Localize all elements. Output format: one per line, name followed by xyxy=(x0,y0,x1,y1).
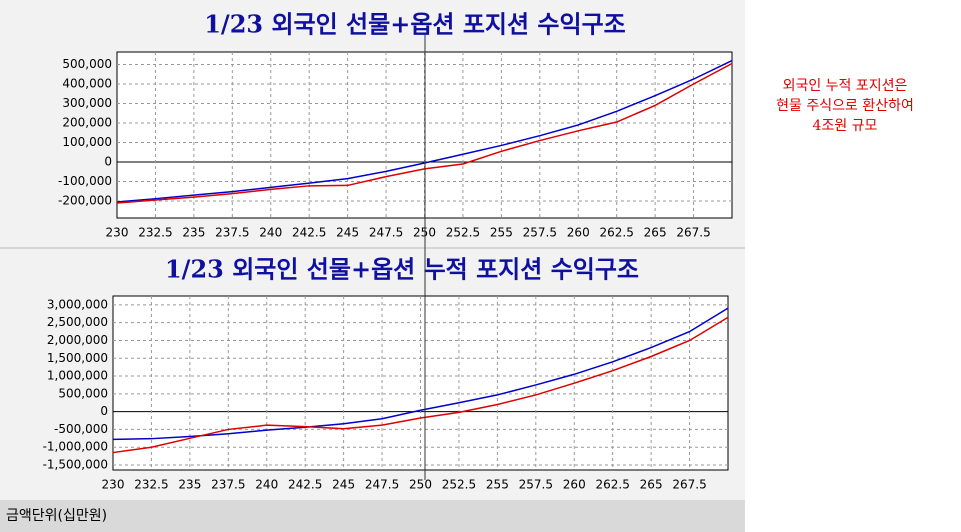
y-tick-label: 500,000 xyxy=(62,57,112,71)
x-tick-label: 242.5 xyxy=(292,226,326,240)
annotation: 현물 주식으로 환산하여 xyxy=(776,98,914,114)
x-tick-label: 257.5 xyxy=(523,226,557,240)
x-tick-label: 267.5 xyxy=(676,226,710,240)
y-tick-label: 100,000 xyxy=(62,135,112,149)
y-tick-label: -200,000 xyxy=(58,194,112,208)
x-tick-label: 262.5 xyxy=(600,226,634,240)
y-tick-label: 1,500,000 xyxy=(47,351,108,365)
x-tick-label: 252.5 xyxy=(442,478,476,492)
x-tick-label: 232.5 xyxy=(134,478,168,492)
y-tick-label: -500,000 xyxy=(54,422,108,436)
x-tick-label: 240 xyxy=(255,478,278,492)
series-line xyxy=(112,307,729,441)
footer-bar xyxy=(0,500,745,532)
y-tick-label: 0 xyxy=(104,155,112,169)
y-tick-label: -1,000,000 xyxy=(43,440,108,454)
y-tick-label: 0 xyxy=(100,404,108,418)
x-tick-label: 247.5 xyxy=(369,226,403,240)
y-tick-label: 2,000,000 xyxy=(47,333,108,347)
x-tick-label: 235 xyxy=(182,226,205,240)
x-tick-label: 237.5 xyxy=(211,478,245,492)
y-tick-label: 500,000 xyxy=(58,386,108,400)
y-tick-label: -100,000 xyxy=(58,174,112,188)
x-tick-label: 252.5 xyxy=(446,226,480,240)
x-tick-label: 267.5 xyxy=(672,478,706,492)
x-tick-label: 265 xyxy=(644,226,667,240)
x-tick-label: 232.5 xyxy=(138,226,172,240)
annotation: 4조원 규모 xyxy=(813,118,878,134)
x-tick-label: 230 xyxy=(102,478,125,492)
x-tick-label: 260 xyxy=(567,226,590,240)
x-tick-label: 247.5 xyxy=(365,478,399,492)
chart-title: 1/23 외국인 선물+옵션 포지션 수익구조 xyxy=(204,10,626,39)
x-tick-label: 235 xyxy=(178,478,201,492)
y-tick-label: 1,000,000 xyxy=(47,369,108,383)
x-tick-label: 255 xyxy=(486,478,509,492)
x-tick-label: 257.5 xyxy=(519,478,553,492)
x-tick-label: 250 xyxy=(409,478,432,492)
y-tick-label: 300,000 xyxy=(62,96,112,110)
annotation: 외국인 누적 포지션은 xyxy=(783,78,908,94)
x-tick-label: 242.5 xyxy=(288,478,322,492)
y-tick-label: -1,500,000 xyxy=(43,458,108,472)
y-tick-label: 2,500,000 xyxy=(47,315,108,329)
x-tick-label: 260 xyxy=(563,478,586,492)
y-tick-label: 400,000 xyxy=(62,76,112,90)
x-tick-label: 245 xyxy=(336,226,359,240)
x-tick-label: 237.5 xyxy=(215,226,249,240)
x-tick-label: 240 xyxy=(259,226,282,240)
y-tick-label: 3,000,000 xyxy=(47,297,108,311)
x-tick-label: 265 xyxy=(640,478,663,492)
y-tick-label: 200,000 xyxy=(62,116,112,130)
series-line xyxy=(112,316,729,454)
x-tick-label: 245 xyxy=(332,478,355,492)
chart-title: 1/23 외국인 선물+옵션 누적 포지션 수익구조 xyxy=(165,255,639,284)
x-tick-label: 262.5 xyxy=(596,478,630,492)
footer-text: 금액단위(십만원) xyxy=(6,508,107,524)
x-tick-label: 255 xyxy=(490,226,513,240)
x-tick-label: 230 xyxy=(106,226,129,240)
